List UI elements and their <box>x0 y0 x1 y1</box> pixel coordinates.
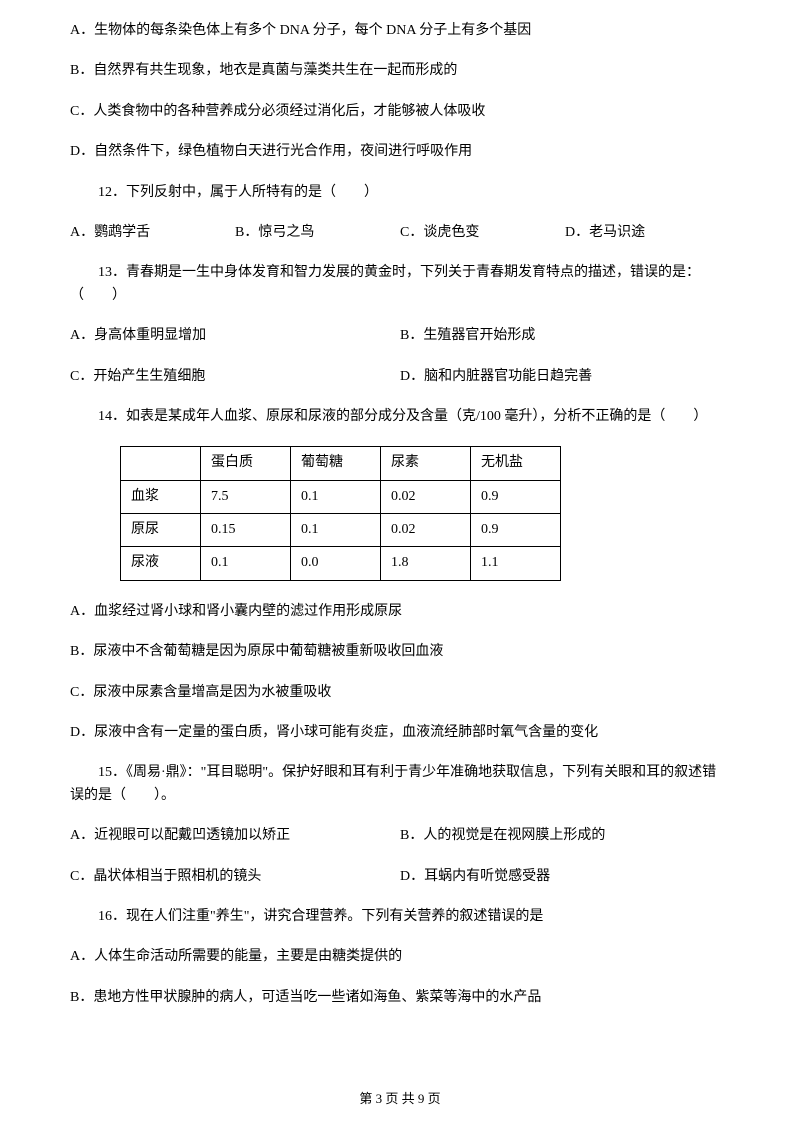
q15-option-b: B．人的视觉是在视网膜上形成的 <box>400 825 730 847</box>
table-cell: 血浆 <box>121 480 201 513</box>
q15-stem: 15．《周易·鼎》："耳目聪明"。保护好眼和耳有利于青少年准确地获取信息，下列有… <box>70 762 730 807</box>
table-row: 尿液 0.1 0.0 1.8 1.1 <box>121 547 561 580</box>
q13-options-row2: C．开始产生生殖细胞 D．脑和内脏器官功能日趋完善 <box>70 366 730 388</box>
q16-option-a: A．人体生命活动所需要的能量，主要是由糖类提供的 <box>70 946 730 968</box>
table-cell: 0.15 <box>201 514 291 547</box>
q15-option-d: D．耳蜗内有听觉感受器 <box>400 866 730 888</box>
table-header-cell: 葡萄糖 <box>291 447 381 480</box>
q11-option-d: D．自然条件下，绿色植物白天进行光合作用，夜间进行呼吸作用 <box>70 141 730 163</box>
q13-stem: 13．青春期是一生中身体发育和智力发展的黄金时，下列关于青春期发育特点的描述，错… <box>70 262 730 307</box>
table-cell: 原尿 <box>121 514 201 547</box>
table-header-cell <box>121 447 201 480</box>
page-footer: 第 3 页 共 9 页 <box>0 1089 800 1110</box>
table-cell: 0.1 <box>291 480 381 513</box>
q12-option-c: C．谈虎色变 <box>400 222 565 244</box>
q15-option-a: A．近视眼可以配戴凹透镜加以矫正 <box>70 825 400 847</box>
q12-option-d: D．老马识途 <box>565 222 730 244</box>
q12-option-a: A．鹦鹉学舌 <box>70 222 235 244</box>
q14-option-a: A．血浆经过肾小球和肾小囊内壁的滤过作用形成原尿 <box>70 601 730 623</box>
q13-option-c: C．开始产生生殖细胞 <box>70 366 400 388</box>
q14-option-c: C．尿液中尿素含量增高是因为水被重吸收 <box>70 682 730 704</box>
q12-stem: 12．下列反射中，属于人所特有的是（ ） <box>70 182 730 204</box>
table-cell: 0.02 <box>381 514 471 547</box>
q13-option-d: D．脑和内脏器官功能日趋完善 <box>400 366 730 388</box>
q14-table: 蛋白质 葡萄糖 尿素 无机盐 血浆 7.5 0.1 0.02 0.9 原尿 0.… <box>120 446 561 581</box>
table-cell: 0.0 <box>291 547 381 580</box>
table-cell: 0.9 <box>471 480 561 513</box>
table-row: 原尿 0.15 0.1 0.02 0.9 <box>121 514 561 547</box>
q15-option-c: C．晶状体相当于照相机的镜头 <box>70 866 400 888</box>
q12-options: A．鹦鹉学舌 B．惊弓之鸟 C．谈虎色变 D．老马识途 <box>70 222 730 244</box>
table-header-row: 蛋白质 葡萄糖 尿素 无机盐 <box>121 447 561 480</box>
q11-option-b: B．自然界有共生现象，地衣是真菌与藻类共生在一起而形成的 <box>70 60 730 82</box>
table-cell: 0.02 <box>381 480 471 513</box>
table-header-cell: 蛋白质 <box>201 447 291 480</box>
table-header-cell: 无机盐 <box>471 447 561 480</box>
q12-option-b: B．惊弓之鸟 <box>235 222 400 244</box>
table-header-cell: 尿素 <box>381 447 471 480</box>
table-cell: 1.1 <box>471 547 561 580</box>
table-cell: 7.5 <box>201 480 291 513</box>
q16-option-b: B．患地方性甲状腺肿的病人，可适当吃一些诸如海鱼、紫菜等海中的水产品 <box>70 987 730 1009</box>
q16-stem: 16．现在人们注重"养生"，讲究合理营养。下列有关营养的叙述错误的是 <box>70 906 730 928</box>
q13-option-b: B．生殖器官开始形成 <box>400 325 730 347</box>
q14-option-b: B．尿液中不含葡萄糖是因为原尿中葡萄糖被重新吸收回血液 <box>70 641 730 663</box>
table-cell: 0.1 <box>291 514 381 547</box>
table-row: 血浆 7.5 0.1 0.02 0.9 <box>121 480 561 513</box>
table-cell: 1.8 <box>381 547 471 580</box>
q15-options-row1: A．近视眼可以配戴凹透镜加以矫正 B．人的视觉是在视网膜上形成的 <box>70 825 730 847</box>
table-cell: 尿液 <box>121 547 201 580</box>
table-cell: 0.1 <box>201 547 291 580</box>
q15-options-row2: C．晶状体相当于照相机的镜头 D．耳蜗内有听觉感受器 <box>70 866 730 888</box>
q11-option-c: C．人类食物中的各种营养成分必须经过消化后，才能够被人体吸收 <box>70 101 730 123</box>
q13-options-row1: A．身高体重明显增加 B．生殖器官开始形成 <box>70 325 730 347</box>
table-cell: 0.9 <box>471 514 561 547</box>
q13-option-a: A．身高体重明显增加 <box>70 325 400 347</box>
q14-option-d: D．尿液中含有一定量的蛋白质，肾小球可能有炎症，血液流经肺部时氧气含量的变化 <box>70 722 730 744</box>
q11-option-a: A．生物体的每条染色体上有多个 DNA 分子，每个 DNA 分子上有多个基因 <box>70 20 730 42</box>
q14-stem: 14．如表是某成年人血浆、原尿和尿液的部分成分及含量（克/100 毫升），分析不… <box>70 406 730 428</box>
